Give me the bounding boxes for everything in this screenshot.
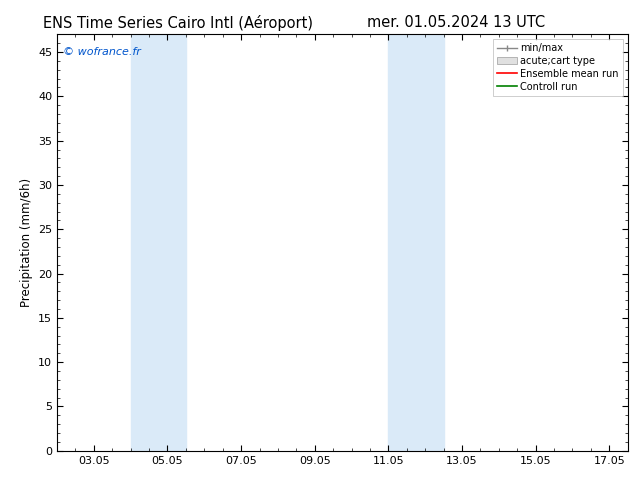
Text: ENS Time Series Cairo Intl (Aéroport): ENS Time Series Cairo Intl (Aéroport) (42, 15, 313, 31)
Bar (389, 34, 444, 451)
Y-axis label: Precipitation (mm/6h): Precipitation (mm/6h) (20, 178, 32, 307)
Text: © wofrance.fr: © wofrance.fr (63, 47, 141, 57)
Text: mer. 01.05.2024 13 UTC: mer. 01.05.2024 13 UTC (368, 15, 545, 30)
Bar (131, 34, 186, 451)
Legend: min/max, acute;cart type, Ensemble mean run, Controll run: min/max, acute;cart type, Ensemble mean … (493, 39, 623, 96)
